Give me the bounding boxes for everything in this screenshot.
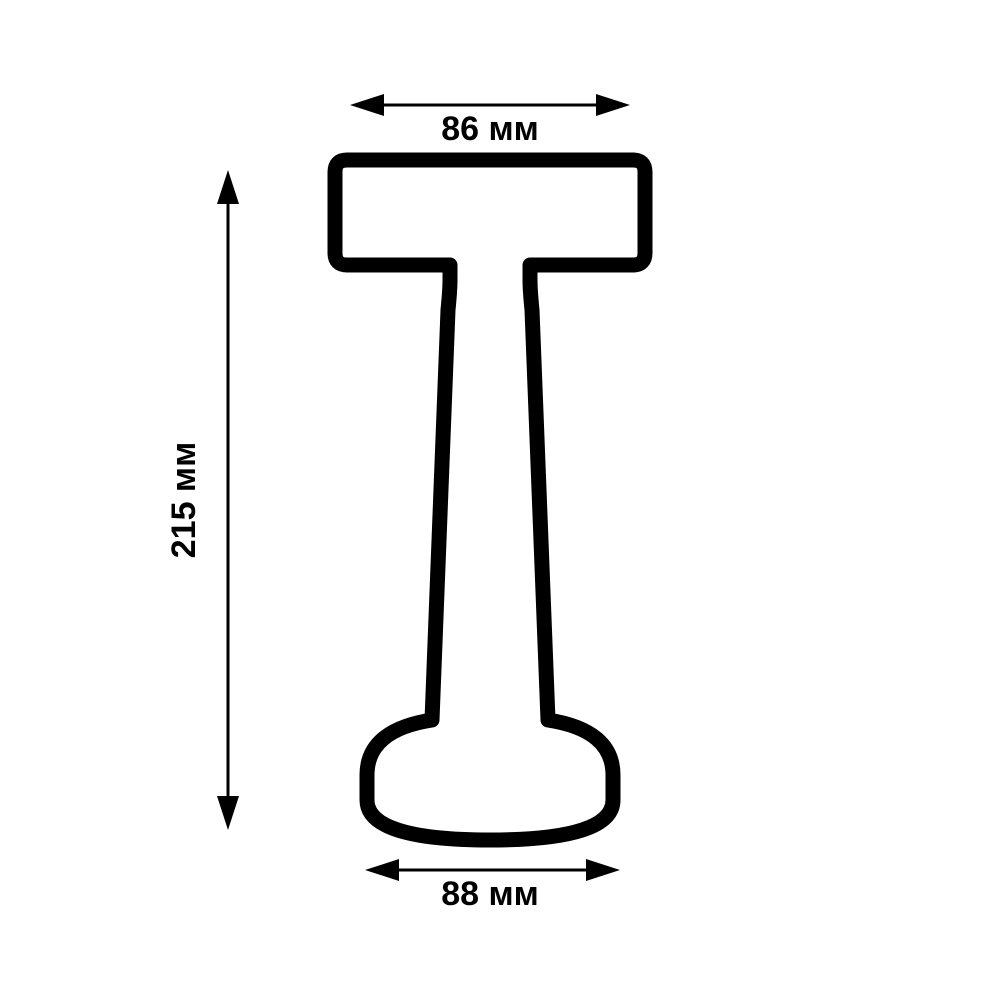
dimension-drawing: 86 мм 88 мм 215 мм — [0, 0, 1000, 1000]
object-outline — [335, 160, 645, 840]
dimension-top-width: 86 мм — [350, 94, 630, 148]
dimension-height: 215 мм — [165, 170, 239, 830]
dimension-base-width-label: 88 мм — [441, 875, 539, 913]
dimension-base-width: 88 мм — [365, 859, 620, 913]
dimension-height-label: 215 мм — [165, 442, 203, 558]
dimension-top-width-label: 86 мм — [441, 110, 539, 148]
